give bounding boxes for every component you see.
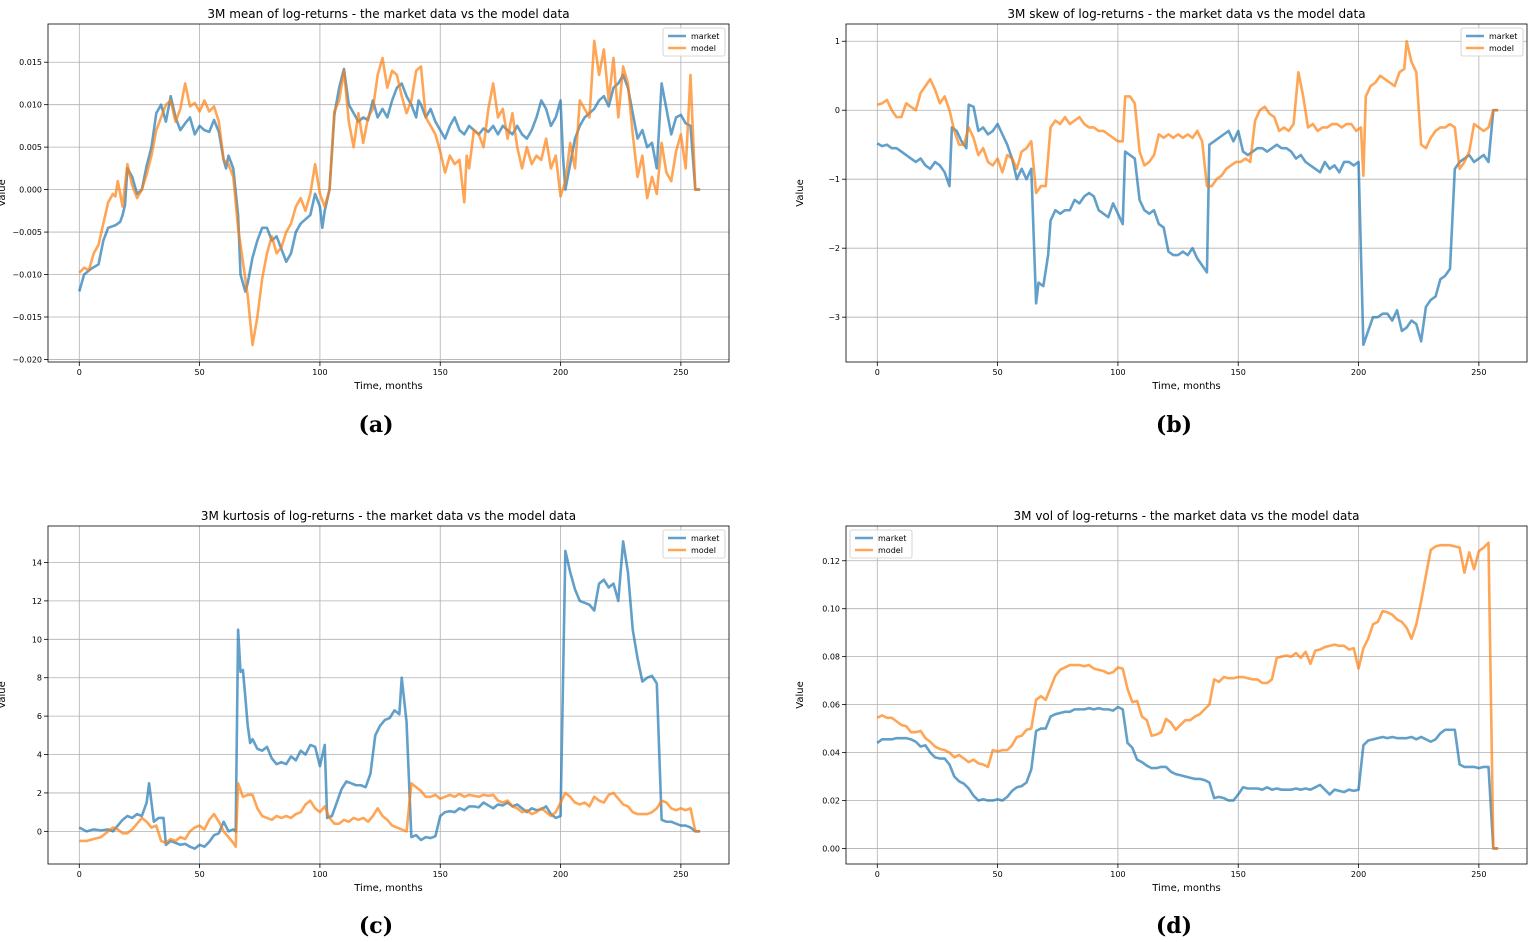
x-tick-label: 200 bbox=[553, 870, 568, 879]
y-tick-label: 4 bbox=[37, 751, 42, 760]
series-model-line bbox=[78, 39, 701, 347]
x-axis-label: Time, months bbox=[353, 883, 423, 894]
y-tick-label: 1 bbox=[835, 37, 840, 46]
x-tick-label: 250 bbox=[673, 870, 688, 879]
x-tick-label: 250 bbox=[1471, 870, 1486, 879]
legend-label-market: market bbox=[878, 534, 906, 543]
y-tick-label: −0.010 bbox=[12, 271, 42, 280]
y-tick-label: 0.015 bbox=[19, 58, 42, 67]
x-tick-label: 100 bbox=[312, 368, 327, 377]
x-tick-label: 50 bbox=[195, 870, 205, 879]
series-market-line bbox=[78, 67, 701, 293]
y-tick-label: 0.000 bbox=[19, 186, 42, 195]
x-tick-label: 0 bbox=[875, 870, 880, 879]
y-tick-label: 14 bbox=[32, 558, 42, 567]
y-tick-label: 0.00 bbox=[822, 844, 840, 853]
y-tick-label: 12 bbox=[32, 597, 42, 606]
x-tick-label: 50 bbox=[993, 368, 1003, 377]
y-tick-label: −0.015 bbox=[12, 313, 42, 322]
x-tick-label: 0 bbox=[77, 870, 82, 879]
x-axis-label: Time, months bbox=[1151, 883, 1221, 894]
plot-frame bbox=[845, 525, 1528, 865]
x-tick-label: 50 bbox=[993, 870, 1003, 879]
series-market-line bbox=[876, 705, 1499, 850]
y-tick-label: −0.005 bbox=[12, 228, 42, 237]
chart-title: 3M kurtosis of log-returns - the market … bbox=[201, 509, 576, 523]
legend-label-model: model bbox=[878, 546, 903, 555]
x-tick-label: 200 bbox=[1351, 368, 1366, 377]
y-tick-label: 0.005 bbox=[19, 143, 42, 152]
x-tick-label: 200 bbox=[553, 368, 568, 377]
x-tick-label: 150 bbox=[1231, 870, 1246, 879]
x-tick-label: 50 bbox=[195, 368, 205, 377]
y-tick-label: 0.06 bbox=[822, 701, 840, 710]
y-tick-label: 0.02 bbox=[822, 796, 840, 805]
y-tick-label: 0 bbox=[835, 106, 840, 115]
legend-label-market: market bbox=[691, 534, 719, 543]
x-tick-label: 200 bbox=[1351, 870, 1366, 879]
y-tick-label: 0.10 bbox=[822, 605, 840, 614]
y-tick-label: −1 bbox=[828, 175, 840, 184]
y-axis-label: Value bbox=[795, 681, 806, 708]
legend-label-market: market bbox=[691, 32, 719, 41]
plot-frame bbox=[47, 525, 730, 865]
series-model-line bbox=[876, 541, 1499, 850]
y-tick-label: 0.010 bbox=[19, 101, 42, 110]
series-market-line bbox=[78, 540, 701, 850]
x-tick-label: 150 bbox=[433, 368, 448, 377]
y-tick-label: −0.020 bbox=[12, 355, 42, 364]
series-model-line bbox=[79, 782, 701, 849]
chart-title: 3M skew of log-returns - the market data… bbox=[1007, 7, 1365, 21]
chart-a: 0 50 100 150 200 250 −0.020 −0.015 −0.010 −0.005 0… bbox=[0, 7, 730, 438]
x-tick-label: 100 bbox=[1110, 870, 1125, 879]
legend: market model bbox=[849, 529, 913, 559]
x-axis-label: Time, months bbox=[353, 381, 423, 392]
legend-label-model: model bbox=[691, 546, 716, 555]
x-tick-label: 150 bbox=[433, 870, 448, 879]
y-tick-label: 0 bbox=[37, 827, 42, 836]
y-tick-label: 0.04 bbox=[822, 749, 840, 758]
chart-d: 0 50 100 150 200 250 0.00 0.02 0.04 0.06 0.08 0.10 0… bbox=[795, 509, 1528, 939]
x-tick-label: 100 bbox=[312, 870, 327, 879]
chart-title: 3M mean of log-returns - the market data… bbox=[207, 7, 569, 21]
x-tick-label: 250 bbox=[673, 368, 688, 377]
x-tick-label: 0 bbox=[77, 368, 82, 377]
y-tick-label: 8 bbox=[37, 674, 42, 683]
panel-caption: (b) bbox=[1156, 412, 1192, 438]
chart-title: 3M vol of log-returns - the market data … bbox=[1014, 509, 1360, 523]
y-axis-label: Value bbox=[0, 681, 8, 708]
x-tick-label: 150 bbox=[1231, 368, 1246, 377]
x-tick-label: 100 bbox=[1110, 368, 1125, 377]
legend: market model bbox=[662, 27, 726, 57]
legend-label-model: model bbox=[691, 44, 716, 53]
y-tick-label: −3 bbox=[828, 313, 840, 322]
legend: market model bbox=[662, 529, 726, 559]
series-market-line bbox=[876, 103, 1499, 347]
y-tick-label: 2 bbox=[37, 789, 42, 798]
legend-label-model: model bbox=[1489, 44, 1514, 53]
y-tick-label: 0.08 bbox=[822, 653, 840, 662]
x-axis-label: Time, months bbox=[1151, 381, 1221, 392]
y-tick-label: 0.12 bbox=[822, 557, 840, 566]
x-tick-label: 0 bbox=[875, 368, 880, 377]
y-tick-label: 10 bbox=[32, 635, 42, 644]
y-axis-label: Value bbox=[0, 179, 8, 206]
panel-caption: (a) bbox=[358, 412, 393, 438]
y-tick-label: 6 bbox=[37, 712, 42, 721]
plot-frame bbox=[47, 23, 730, 363]
legend-label-market: market bbox=[1489, 32, 1517, 41]
legend: market model bbox=[1460, 27, 1524, 57]
y-tick-label: −2 bbox=[828, 244, 840, 253]
y-axis-label: Value bbox=[795, 179, 806, 206]
panel-caption: (c) bbox=[359, 913, 393, 939]
plot-frame bbox=[845, 23, 1528, 363]
chart-c: 0 50 100 150 200 250 0 2 4 6 8 10 12 14 3M kurtosis of… bbox=[0, 509, 730, 939]
series-model-line bbox=[876, 39, 1499, 195]
panel-caption: (d) bbox=[1156, 913, 1192, 939]
chart-b: 0 50 100 150 200 250 −3 −2 −1 0 1 3M skew of log-re… bbox=[795, 7, 1528, 438]
x-tick-label: 250 bbox=[1471, 368, 1486, 377]
